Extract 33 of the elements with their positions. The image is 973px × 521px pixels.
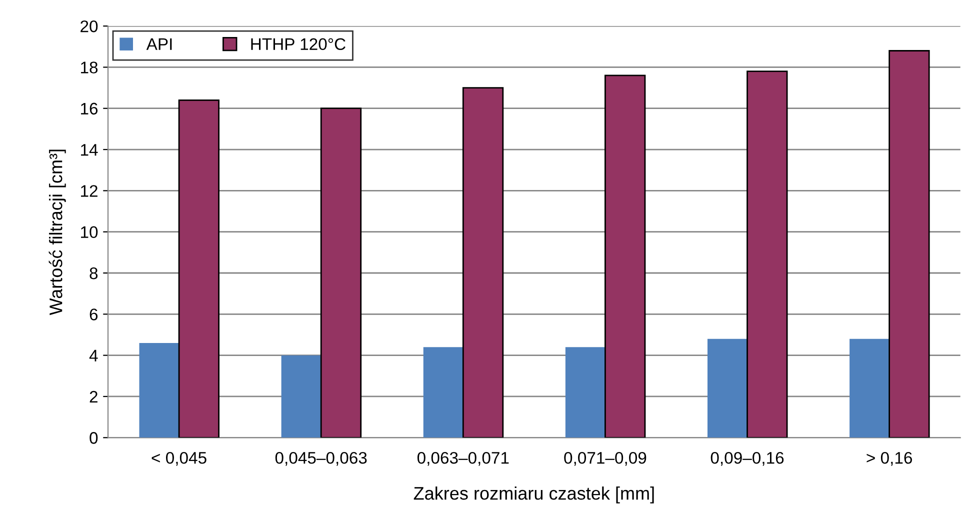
y-tick-label: 14 bbox=[81, 144, 98, 156]
bar bbox=[320, 108, 362, 438]
bar bbox=[565, 347, 606, 438]
x-tick-label: 0,09–0,16 bbox=[710, 452, 784, 466]
x-tick-label: 0,071–0,09 bbox=[564, 452, 646, 466]
y-tick-label: 2 bbox=[90, 390, 98, 403]
y-tick-label: 16 bbox=[81, 102, 98, 115]
bar bbox=[707, 338, 748, 438]
legend-label: HTHP 120°C bbox=[251, 38, 346, 50]
bar bbox=[746, 70, 788, 438]
bar bbox=[423, 347, 464, 438]
y-tick-label: 0 bbox=[90, 432, 98, 444]
legend-label: API bbox=[146, 38, 172, 50]
x-tick-label: 0,063–0,071 bbox=[417, 452, 509, 466]
y-tick-label: 6 bbox=[90, 308, 98, 320]
y-tick-label: 8 bbox=[90, 267, 98, 280]
y-axis-title: Wartość filtracji [cm³] bbox=[48, 150, 66, 316]
bar bbox=[604, 74, 646, 438]
bar bbox=[850, 338, 890, 438]
y-tick-label: 10 bbox=[81, 226, 98, 238]
bar bbox=[888, 50, 930, 438]
x-tick-label: 0,045–0,063 bbox=[275, 452, 367, 466]
bar bbox=[462, 87, 504, 438]
y-tick-label: 18 bbox=[81, 62, 98, 74]
y-tick-label: 4 bbox=[89, 350, 98, 362]
x-tick-label: > 0,16 bbox=[866, 452, 912, 466]
bar bbox=[281, 355, 322, 438]
y-tick-label: 20 bbox=[80, 20, 98, 32]
y-tick-label: 12 bbox=[81, 185, 98, 197]
bar bbox=[139, 342, 180, 438]
x-tick-label: < 0,045 bbox=[152, 452, 206, 466]
bar bbox=[178, 99, 220, 438]
x-axis-title: Zakres rozmiaru czastek [mm] bbox=[414, 486, 654, 504]
